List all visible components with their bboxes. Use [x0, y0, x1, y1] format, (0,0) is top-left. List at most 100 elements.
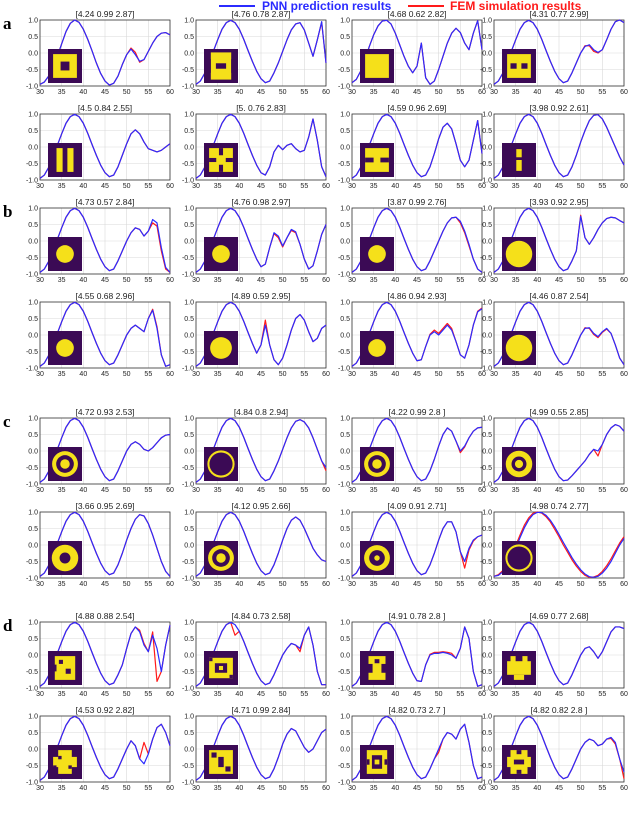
y-tick-label: 1.0 — [28, 299, 38, 306]
x-tick-label: 35 — [214, 371, 222, 378]
x-tick-label: 50 — [279, 785, 287, 792]
subplot: [4.91 0.78 2.8 ] 30 35 40 45 50 55 60 -1.0 -0.5 0.… — [338, 611, 486, 698]
x-tick-label: 50 — [279, 581, 287, 588]
subplot: [4.46 0.87 2.54]30 35 40 45 50 55 60-1.0-0.50.… — [480, 291, 628, 378]
axes-frame — [351, 19, 483, 87]
x-tick-label: 45 — [555, 487, 563, 494]
y-tick-label: -0.5 — [182, 763, 194, 770]
y-tick-label: -1.0 — [182, 365, 194, 372]
y-tick-label: 1.0 — [28, 111, 38, 118]
pnn-series-line — [195, 19, 327, 85]
y-tick-label: -1.0 — [26, 271, 38, 278]
x-tick-label: 35 — [512, 89, 520, 96]
y-tick-label: -0.5 — [480, 465, 492, 472]
inset-shape — [231, 59, 235, 73]
x-tick-label: 45 — [413, 785, 421, 792]
x-tick-label: 45 — [257, 89, 265, 96]
y-tick-label: -0.5 — [182, 559, 194, 566]
x-tick-label: 40 — [235, 581, 243, 588]
y-tick-label: -1.0 — [480, 177, 492, 184]
inset-shape — [507, 661, 531, 675]
x-tick-label: 50 — [279, 691, 287, 698]
y-tick-label: 0.5 — [28, 526, 38, 533]
x-tick-label: 45 — [257, 487, 265, 494]
subplot: [4.71 0.99 2.84] 30 35 40 45 50 55 60 -1.0 -0.5 0.… — [182, 705, 330, 792]
y-tick-label: 0.0 — [184, 542, 194, 549]
x-tick-label: 30 — [192, 89, 200, 96]
inset-shape — [516, 750, 522, 755]
y-tick-label: 1.0 — [28, 205, 38, 212]
legend-pnn-swatch — [219, 5, 255, 7]
x-tick-label: 45 — [101, 277, 109, 284]
y-tick-label: 1.0 — [28, 509, 38, 516]
x-tick-label: 30 — [490, 785, 498, 792]
x-tick-label: 30 — [192, 785, 200, 792]
y-tick-label: 0.5 — [340, 636, 350, 643]
inset-shape — [514, 459, 524, 469]
subplot: [4.72 0.93 2.53] c 30 35 40 45 50 55 60 -1.0 -0.5 0… — [3, 407, 174, 494]
x-tick-label: 60 — [322, 581, 330, 588]
y-tick-label: -1.0 — [26, 685, 38, 692]
x-tick-label: 50 — [577, 89, 585, 96]
subplot-title: [4.46 0.87 2.54] — [529, 291, 588, 301]
panel-label: d — [3, 616, 13, 635]
y-tick-label: 0.0 — [340, 50, 350, 57]
subplot-title: [4.73 0.57 2.84] — [75, 197, 134, 207]
y-tick-label: 1.0 — [340, 299, 350, 306]
subplot-title: [4.12 0.95 2.66] — [231, 501, 290, 511]
y-tick-label: 0.5 — [482, 526, 492, 533]
inset-shape — [60, 61, 70, 71]
x-tick-label: 50 — [577, 277, 585, 284]
y-tick-label: 0.0 — [340, 332, 350, 339]
pnn-series-line — [195, 207, 327, 273]
y-tick-label: -0.5 — [182, 255, 194, 262]
axes-frame — [195, 207, 327, 275]
x-tick-label: 30 — [36, 277, 44, 284]
inset-shape — [516, 149, 522, 158]
subplot-title: [4.99 0.55 2.85] — [529, 407, 588, 417]
x-tick-label: 30 — [490, 277, 498, 284]
legend-pnn-label: PNN prediction results — [262, 0, 392, 13]
y-tick-label: 0.5 — [482, 316, 492, 323]
subplot: [5. 0.76 2.83] 30 35 40 45 50 55 60 -1.0 -0.5 0.0 0… — [182, 103, 330, 190]
x-tick-label: 50 — [435, 89, 443, 96]
x-tick-label: 30 — [348, 487, 356, 494]
subplot: [4.82 0.73 2.7 ] 30 35 40 45 50 55 60 -1.0 -0.5 0.… — [338, 705, 486, 792]
x-tick-label: 55 — [144, 785, 152, 792]
inset-shape — [368, 245, 386, 263]
y-tick-label: 0.5 — [184, 128, 194, 135]
y-tick-label: -0.5 — [26, 67, 38, 74]
x-tick-label: 50 — [435, 371, 443, 378]
x-tick-label: 55 — [300, 89, 308, 96]
subplot: [4.76 0.98 2.97] 30 35 40 45 50 55 60 -1.0 -0.5 0.… — [182, 197, 330, 284]
x-tick-label: 50 — [279, 183, 287, 190]
subplot-title: [4.59 0.96 2.69] — [387, 103, 446, 113]
x-tick-label: 45 — [413, 487, 421, 494]
pnn-series-line — [195, 417, 327, 483]
x-tick-label: 40 — [533, 581, 541, 588]
x-tick-label: 55 — [300, 183, 308, 190]
x-tick-label: 50 — [123, 89, 131, 96]
x-tick-label: 55 — [144, 277, 152, 284]
pnn-series-line — [39, 621, 171, 687]
inset-shape — [365, 54, 389, 78]
x-tick-label: 35 — [370, 785, 378, 792]
x-tick-label: 30 — [490, 89, 498, 96]
x-tick-label: 45 — [413, 581, 421, 588]
x-tick-label: 60 — [620, 89, 628, 96]
x-tick-label: 45 — [101, 183, 109, 190]
subplot: [3.93 0.92 2.95]30 35 40 45 50 55 60-1.0-0.50.… — [480, 197, 628, 284]
x-tick-label: 35 — [214, 277, 222, 284]
subplot: [4.76 0.78 2.87] 30 35 40 45 50 55 60 -1.0 -0.5 0.… — [182, 9, 330, 96]
x-tick-label: 50 — [123, 277, 131, 284]
y-tick-label: 1.0 — [340, 619, 350, 626]
inset-shape — [381, 663, 386, 673]
inset-shape — [516, 57, 522, 75]
inset-shape — [59, 552, 71, 564]
subplot: [4.55 0.68 2.96] 30 35 40 45 50 55 60 -1.0 -0.5 0.… — [26, 291, 174, 378]
x-tick-label: 40 — [79, 581, 87, 588]
subplot: [3.66 0.95 2.69] 30 35 40 45 50 55 60 -1.0 -0.5 0.… — [26, 501, 174, 588]
x-tick-label: 55 — [144, 371, 152, 378]
y-tick-label: 1.0 — [340, 111, 350, 118]
x-tick-label: 30 — [36, 581, 44, 588]
